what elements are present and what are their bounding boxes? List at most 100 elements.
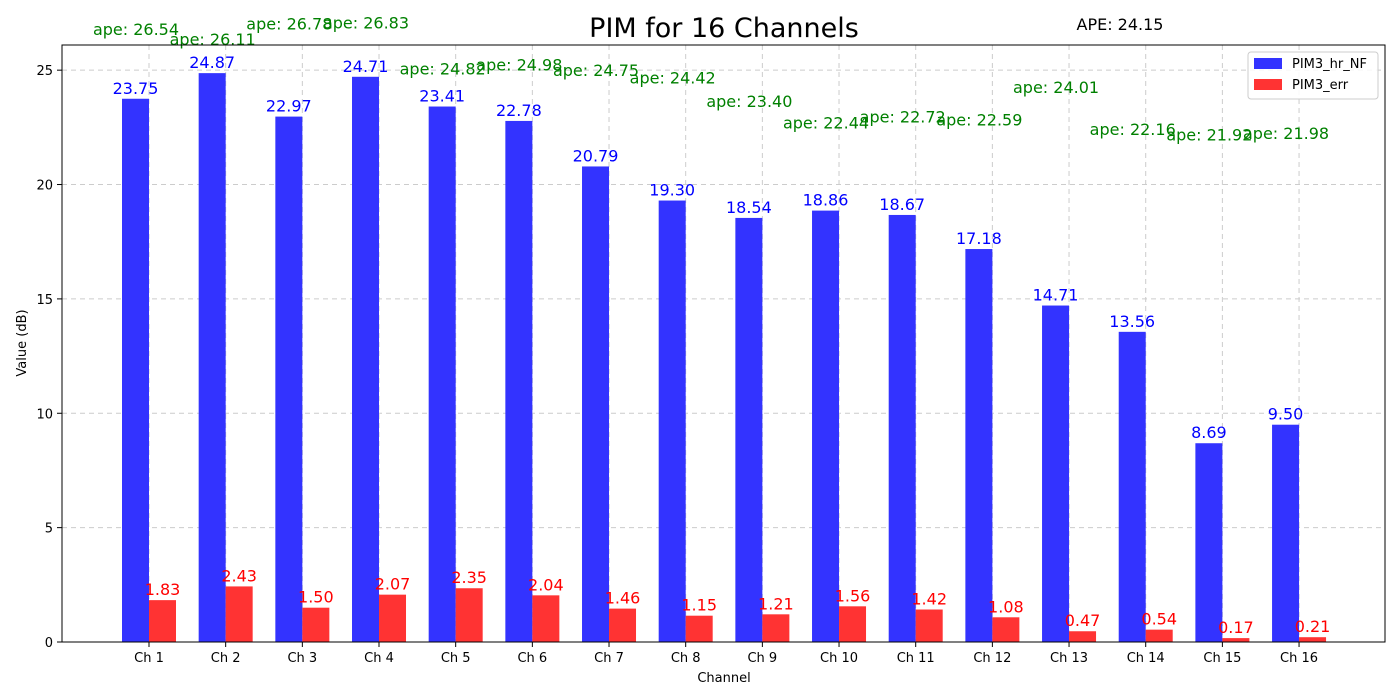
data-label-pim3-hr-nf: 8.69 [1191, 423, 1227, 442]
labels-layer: 23.75 1.83 24.87 2.43 22.97 1.50 24.71 2.07 23.4… [113, 53, 1331, 637]
ape-annotation: ape: 24.42 [630, 68, 716, 87]
ape-annotation: ape: 24.01 [1013, 78, 1099, 97]
data-label-pim3-err: 1.46 [605, 589, 641, 608]
data-label-pim3-err: 1.42 [911, 590, 947, 609]
data-label-pim3-err: 1.50 [298, 588, 334, 607]
ape-annotation: ape: 22.16 [1090, 120, 1176, 139]
x-tick-label: Ch 9 [747, 651, 777, 666]
x-axis-title: Channel [697, 671, 750, 686]
legend-label-pim3-err: PIM3_err [1292, 78, 1349, 93]
data-label-pim3-err: 2.35 [451, 568, 487, 587]
bar-pim3-hr-nf [582, 166, 610, 642]
bar-pim3-err [532, 595, 560, 642]
x-tick-label: Ch 11 [897, 651, 935, 666]
x-tick-label: Ch 8 [671, 651, 701, 666]
bar-pim3-err [685, 615, 713, 642]
plot-frame [61, 44, 1386, 643]
data-label-pim3-err: 2.43 [221, 566, 257, 585]
ape-annotation: ape: 26.11 [170, 30, 256, 49]
data-label-pim3-hr-nf: 14.71 [1033, 286, 1079, 305]
y-tick-label: 10 [36, 407, 53, 422]
data-label-pim3-err: 1.56 [835, 586, 871, 605]
data-label-pim3-hr-nf: 23.41 [419, 87, 465, 106]
ape-annotation: ape: 21.98 [1243, 124, 1329, 143]
data-label-pim3-hr-nf: 22.78 [496, 101, 542, 120]
overall-ape-label: APE: 24.15 [1077, 15, 1164, 34]
bar-pim3-hr-nf [658, 200, 686, 643]
x-tick-label: Ch 5 [441, 651, 471, 666]
bar-pim3-hr-nf [1118, 331, 1146, 642]
data-label-pim3-err: 1.21 [758, 594, 794, 613]
x-tick-label: Ch 15 [1203, 651, 1241, 666]
legend: PIM3_hr_NF PIM3_err [1247, 51, 1379, 100]
y-tick-label: 0 [45, 636, 53, 651]
data-label-pim3-err: 2.07 [375, 575, 411, 594]
bar-pim3-err [1222, 638, 1250, 642]
x-tick-label: Ch 7 [594, 651, 624, 666]
bar-pim3-err [149, 600, 176, 642]
data-label-pim3-hr-nf: 24.71 [343, 57, 389, 76]
bar-pim3-hr-nf [888, 214, 916, 643]
bar-pim3-hr-nf [198, 73, 226, 643]
bar-pim3-hr-nf [1272, 424, 1300, 642]
x-tick-label: Ch 16 [1280, 651, 1318, 666]
bar-pim3-err [1145, 629, 1173, 642]
data-label-pim3-hr-nf: 18.54 [726, 198, 772, 217]
bar-pim3-err [992, 617, 1020, 642]
x-tick-label: Ch 6 [517, 651, 547, 666]
y-tick-label: 5 [45, 522, 53, 537]
ape-annotation: ape: 21.92 [1166, 126, 1252, 145]
data-label-pim3-hr-nf: 20.79 [573, 146, 619, 165]
data-label-pim3-hr-nf: 9.50 [1268, 405, 1304, 424]
ape-annotation: ape: 22.72 [860, 107, 946, 126]
ape-annotation: ape: 22.59 [936, 110, 1022, 129]
bar-pim3-hr-nf [122, 98, 149, 643]
data-label-pim3-hr-nf: 19.30 [649, 181, 695, 200]
bar-pim3-hr-nf [1195, 443, 1223, 642]
ape-annotation: ape: 26.83 [323, 13, 409, 32]
x-tick-label: Ch 10 [820, 651, 858, 666]
data-label-pim3-hr-nf: 18.86 [803, 191, 849, 210]
x-tick-label: Ch 3 [287, 651, 317, 666]
data-label-pim3-err: 0.17 [1218, 618, 1254, 637]
y-tick-label: 20 [36, 179, 53, 194]
bar-pim3-err [915, 609, 943, 642]
x-tick-label: Ch 4 [364, 651, 394, 666]
x-tick-label: Ch 12 [973, 651, 1011, 666]
bar-pim3-hr-nf [812, 210, 840, 642]
legend-swatch-pim3-err [1254, 79, 1282, 90]
ape-annotation: ape: 22.44 [783, 114, 869, 133]
ape-annotation: ape: 23.40 [706, 92, 792, 111]
ape-annotation: ape: 24.75 [553, 61, 639, 80]
data-label-pim3-err: 1.08 [988, 597, 1024, 616]
bar-pim3-hr-nf [1042, 305, 1070, 642]
bar-pim3-hr-nf [965, 249, 993, 643]
bar-pim3-err [762, 614, 790, 642]
data-label-pim3-hr-nf: 18.67 [879, 195, 925, 214]
data-label-pim3-err: 1.15 [681, 596, 717, 615]
data-label-pim3-err: 0.47 [1065, 611, 1101, 630]
data-label-pim3-hr-nf: 17.18 [956, 229, 1002, 248]
y-axis-title: Value (dB) [15, 309, 30, 376]
bar-pim3-err [1299, 637, 1327, 642]
axes-layer: 0 5 10 15 20 25 Ch 1 Ch 2 Ch 3 Ch 4 Ch 5 Ch 6 Ch 7 Ch… [36, 64, 1318, 666]
data-label-pim3-hr-nf: 24.87 [189, 53, 235, 72]
bar-pim3-err [225, 586, 253, 642]
legend-swatch-pim3-hr-nf [1254, 58, 1282, 69]
ape-annotation: ape: 24.98 [476, 56, 562, 75]
y-tick-label: 25 [36, 64, 53, 79]
bar-pim3-hr-nf [735, 217, 763, 642]
data-label-pim3-err: 1.83 [145, 580, 181, 599]
bar-pim3-err [379, 594, 407, 642]
x-tick-label: Ch 2 [211, 651, 241, 666]
x-tick-label: Ch 1 [134, 651, 164, 666]
data-label-pim3-err: 2.04 [528, 575, 564, 594]
y-tick-label: 15 [36, 293, 53, 308]
ape-annotation: ape: 26.54 [93, 20, 179, 39]
data-label-pim3-hr-nf: 22.97 [266, 97, 312, 116]
data-label-pim3-err: 0.54 [1141, 610, 1177, 629]
bars-layer [122, 73, 1327, 643]
bar-pim3-err [839, 606, 867, 642]
bar-pim3-hr-nf [505, 120, 533, 642]
